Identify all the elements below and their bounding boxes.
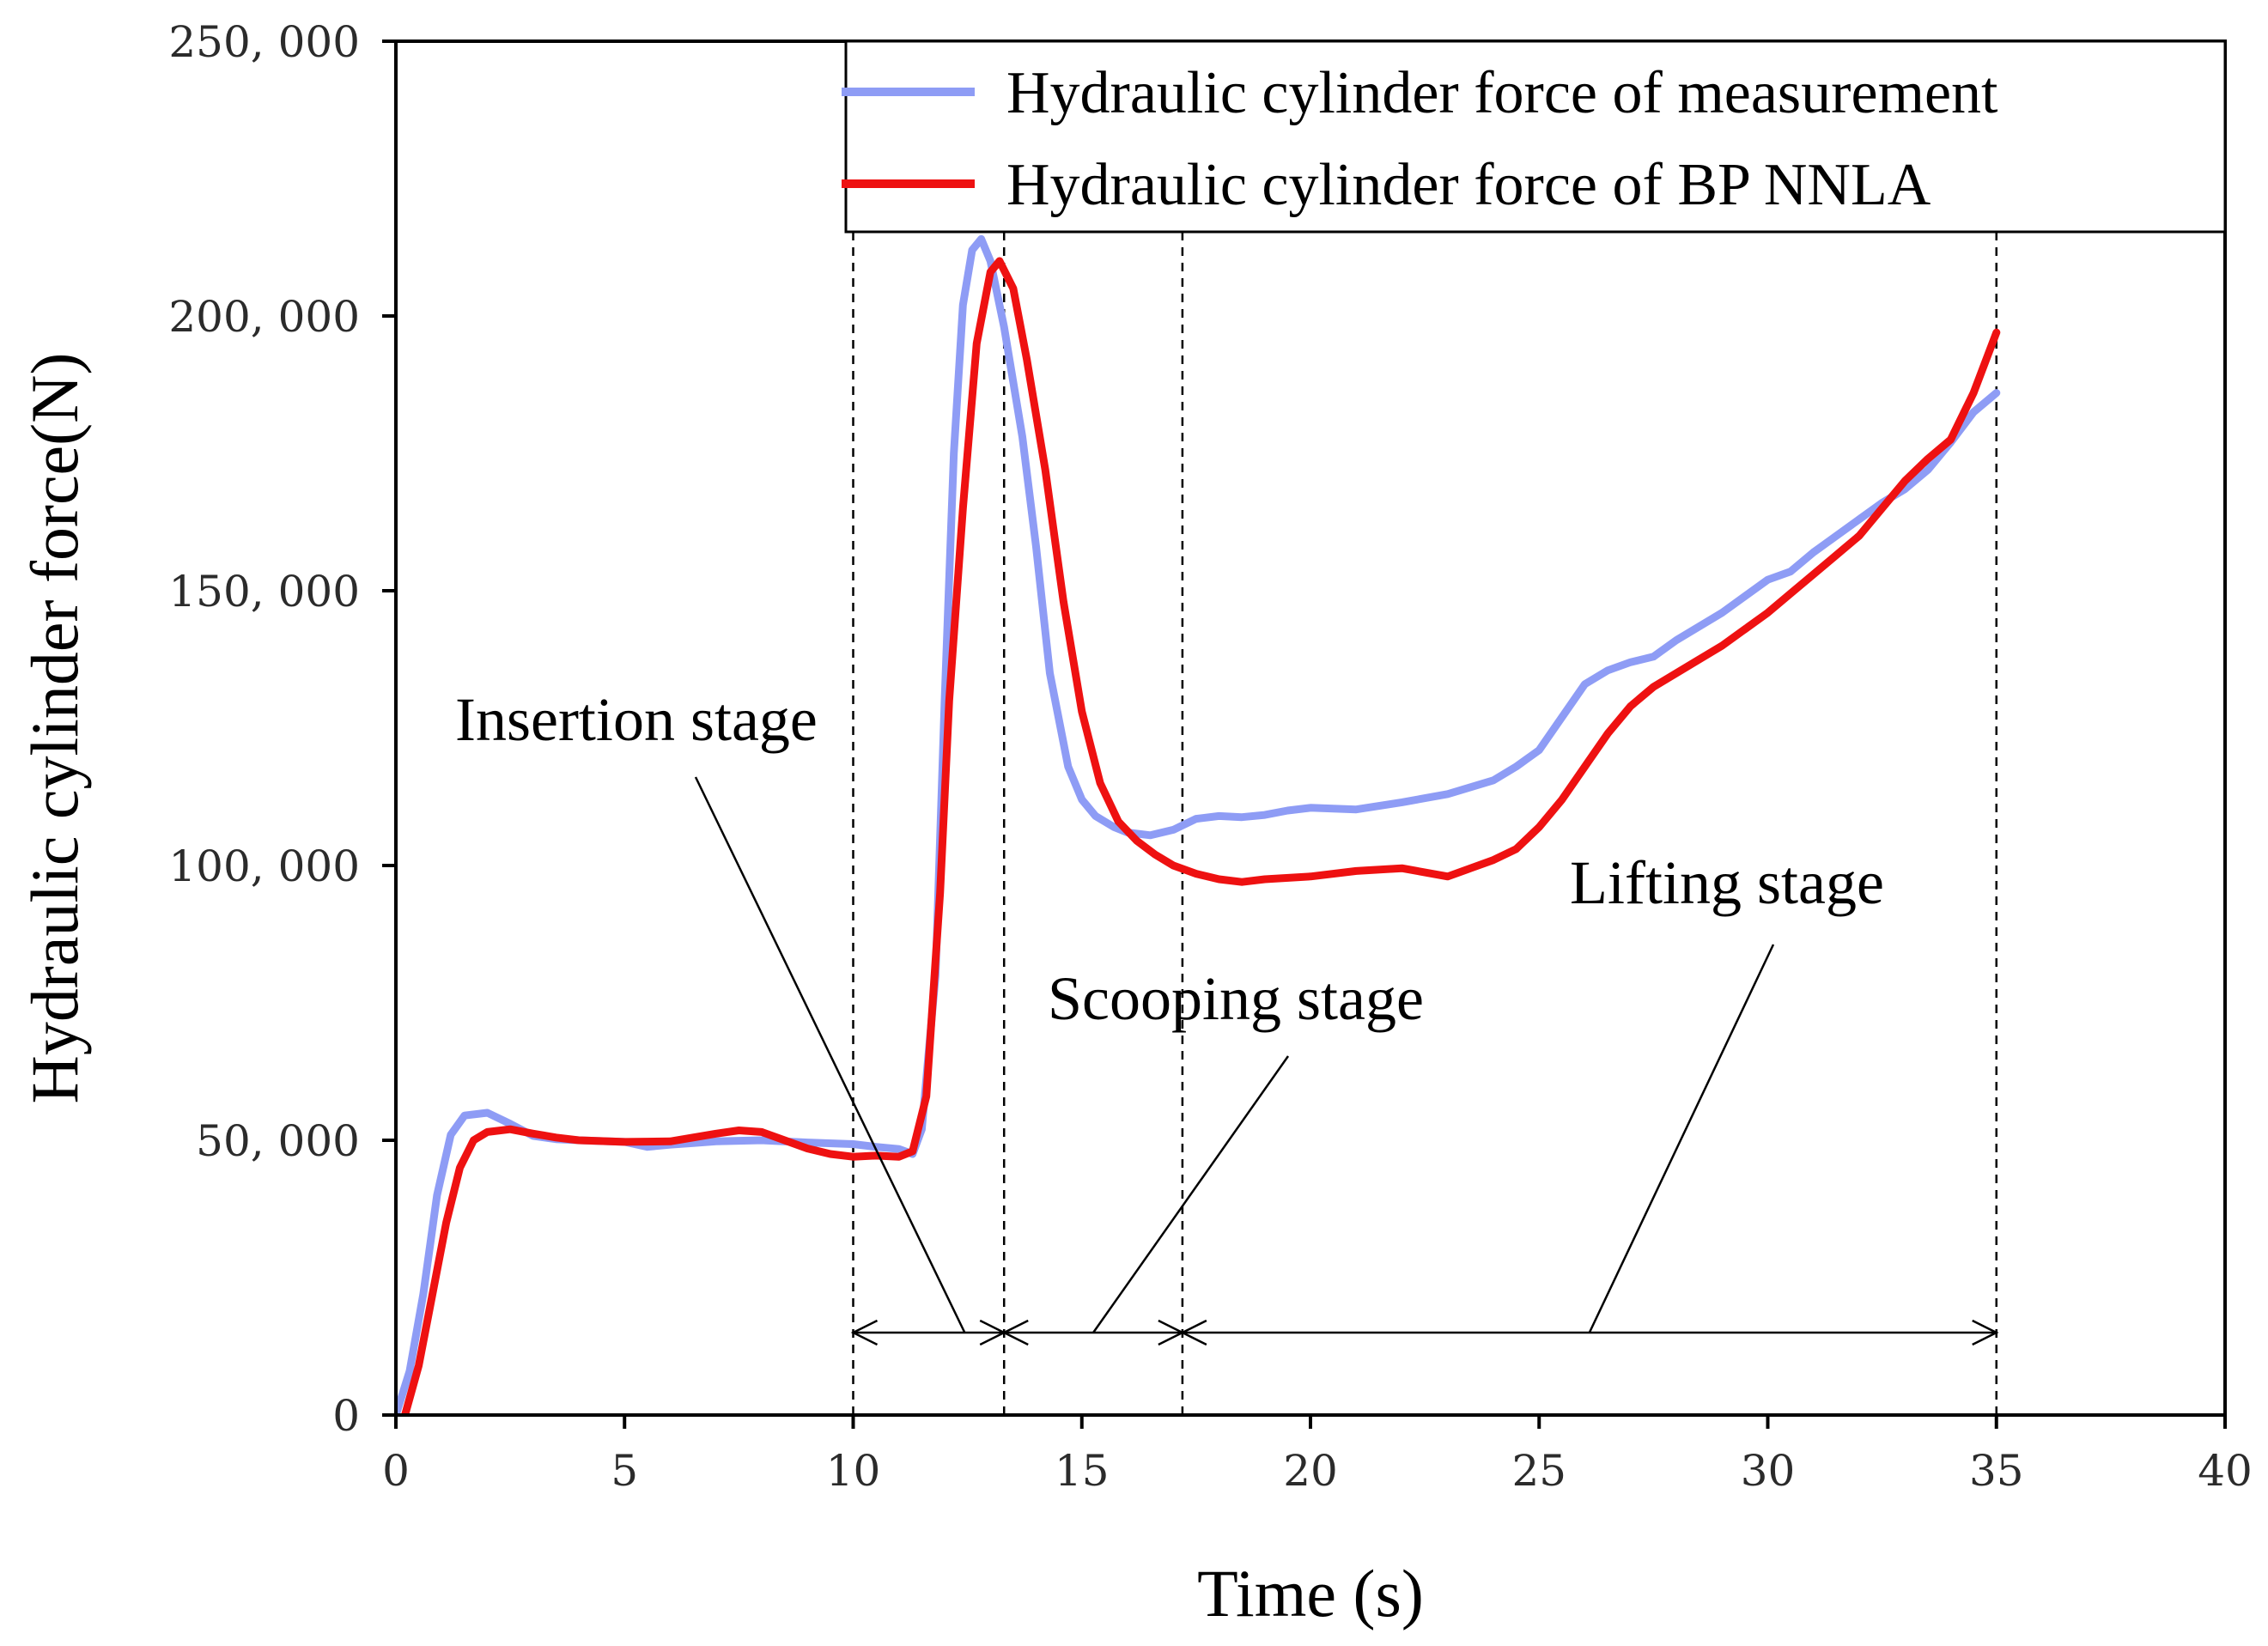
y-tick-label: 100, 000 (168, 841, 360, 891)
stage-arrow-head (850, 1319, 879, 1346)
annotation-insertion-stage: Insertion stage (455, 685, 818, 754)
x-tick-label: 15 (1055, 1446, 1110, 1496)
x-tick-label: 10 (826, 1446, 881, 1496)
x-tick-label: 30 (1741, 1446, 1796, 1496)
stage-leader-line (1588, 944, 1775, 1333)
legend-box (844, 39, 2227, 234)
annotation-lifting-stage: Lifting stage (1570, 848, 1884, 917)
legend-label-measurement: Hydraulic cylinder force of measurement (1006, 60, 1998, 126)
x-axis-ticks: 0 5 10 15 20 25 30 35 40 (382, 1415, 2253, 1496)
y-tick-label: 250, 000 (168, 17, 360, 67)
y-axis-ticks: 0 50, 000 100, 000 150, 000 200, 000 250, 000 (168, 17, 396, 1441)
stage-arrow-head (1972, 1319, 1999, 1346)
x-tick-label: 0 (382, 1446, 410, 1496)
stage-arrow-head (1180, 1319, 1207, 1346)
y-tick-label: 150, 000 (168, 567, 360, 616)
x-tick-label: 40 (2198, 1446, 2253, 1496)
y-tick-label: 200, 000 (168, 292, 360, 342)
stage-boundaries (852, 232, 1997, 1415)
legend: Hydraulic cylinder force of measurement … (842, 39, 2227, 234)
series-line-measurement (396, 234, 2001, 1415)
x-tick-label: 20 (1283, 1446, 1338, 1496)
x-tick-label: 5 (611, 1446, 638, 1496)
x-axis-title: Time (s) (1197, 1556, 1424, 1631)
legend-label-bpnnla: Hydraulic cylinder force of BP NNLA (1006, 152, 1931, 218)
y-tick-label: 50, 000 (196, 1116, 360, 1166)
stage-arrows (694, 776, 1999, 1346)
y-tick-label: 0 (332, 1391, 360, 1441)
series-line-bpnnla (401, 257, 2001, 1415)
stage-arrow-head (1001, 1319, 1029, 1346)
x-tick-label: 35 (1969, 1446, 2024, 1496)
y-axis-title: Hydraulic cylinder force(N) (17, 353, 92, 1104)
annotation-scooping-stage: Scooping stage (1048, 964, 1424, 1033)
x-tick-label: 25 (1511, 1446, 1566, 1496)
stage-leader-line (694, 776, 966, 1333)
stage-leader-line (1092, 1055, 1290, 1333)
